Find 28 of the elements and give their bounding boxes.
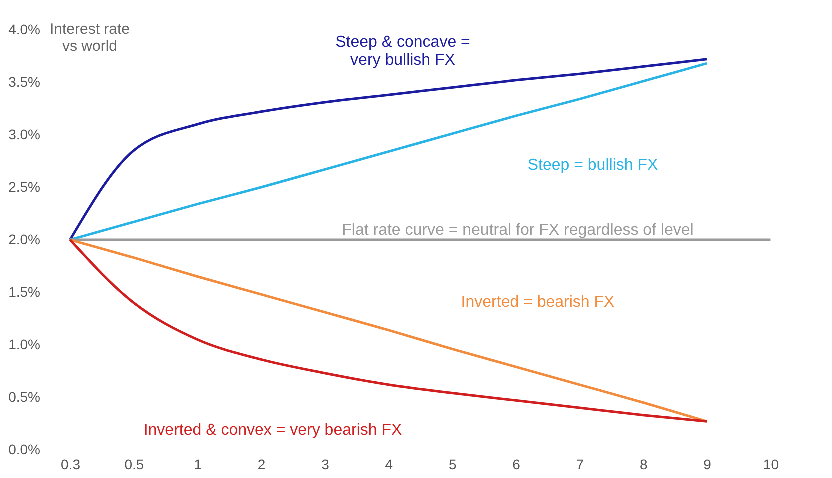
x-tick-label: 7: [576, 456, 584, 472]
y-tick-label: 0.5%: [8, 389, 40, 405]
y-tick-label: 2.0%: [8, 232, 40, 248]
y-tick-label: 1.5%: [8, 284, 40, 300]
annotation: Steep & concave = very bullish FX: [336, 34, 470, 69]
y-tick-label: 3.5%: [8, 74, 40, 90]
annotation: Flat rate curve = neutral for FX regardless of level: [342, 222, 694, 239]
annotation: Steep = bullish FX: [528, 157, 658, 174]
y-tick-label: 2.5%: [8, 179, 40, 195]
x-tick-label: 3: [322, 456, 330, 472]
annotation: Inverted & convex = very bearish FX: [144, 422, 402, 439]
line-series: [69, 238, 708, 423]
y-tick-label: 3.0%: [8, 126, 40, 142]
x-tick-label: 9: [704, 456, 712, 472]
y-axis-title: Interest rate vs world: [50, 21, 130, 55]
x-tick-label: 0.5: [124, 456, 144, 472]
annotation: Inverted = bearish FX: [461, 294, 616, 311]
x-tick-label: 1: [194, 456, 202, 472]
x-tick-label: 5: [448, 456, 457, 472]
x-tick-label: 0.3: [61, 456, 81, 472]
x-tick-label: 10: [763, 456, 780, 472]
x-tick-label: 6: [512, 456, 521, 472]
x-tick-label: 4: [385, 456, 394, 472]
y-tick-label: 1.0%: [8, 336, 40, 352]
x-tick-label: 2: [258, 456, 266, 472]
x-tick-label: 8: [640, 456, 648, 472]
y-tick-label: 0.0%: [8, 442, 40, 458]
y-tick-label: 4.0%: [8, 22, 40, 38]
